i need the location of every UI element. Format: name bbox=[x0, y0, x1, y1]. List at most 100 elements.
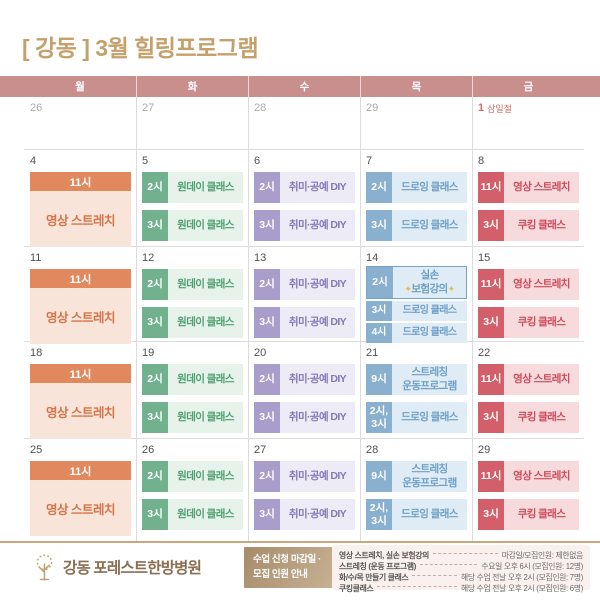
event-title: 드로잉 클래스 bbox=[392, 323, 467, 343]
event-title: 영상 스트레치 bbox=[504, 172, 579, 203]
event-title: 쿠킹 클래스 bbox=[504, 499, 579, 530]
weekday-label: 목 bbox=[360, 76, 472, 97]
note-row: 영상 스트레치, 실손 보험강의 마감일/모집인원: 제한없음 bbox=[339, 550, 583, 561]
notes-list: 영상 스트레치, 실손 보험강의 마감일/모집인원: 제한없음 스트레칭 (운동 프… bbox=[332, 545, 590, 593]
event-time: 2시 bbox=[366, 172, 392, 203]
event-title: 스트레칭 운동프로그램 bbox=[392, 461, 467, 492]
note-connector bbox=[420, 564, 478, 565]
event-block: 3시 쿠킹 클래스 bbox=[478, 307, 579, 338]
event-title: 원데이 클래스 bbox=[168, 402, 243, 433]
event-title: 드로잉 클래스 bbox=[392, 210, 467, 241]
event-block: 3시 쿠킹 클래스 bbox=[478, 402, 579, 433]
event-title: 영상 스트레치 bbox=[30, 191, 131, 247]
week-row: 26 27 28 29 1 삼일절 bbox=[24, 97, 584, 149]
day-cell: 14 2시 실손 ✦보험강의✦ 3시 드로잉 클래스 4시 드로잉 클래스 bbox=[360, 247, 472, 343]
event-title: 드로잉 클래스 bbox=[392, 172, 467, 203]
event-title: 영상 스트레치 bbox=[504, 364, 579, 395]
event-time: 3시 bbox=[142, 307, 168, 338]
event-title: 취미·공예 DIY bbox=[280, 402, 355, 433]
note-label: 화/수/목 만들기 클래스 bbox=[339, 573, 409, 582]
event-banner: 11시 영상 스트레치 bbox=[30, 269, 131, 344]
event-time: 2시 bbox=[367, 267, 393, 298]
hospital-name: 강동 포레스트한방병원 bbox=[63, 559, 202, 577]
event-banner: 11시 영상 스트레치 bbox=[30, 172, 131, 247]
note-row: 화/수/목 만들기 클래스 해당 수업 전날 오후 2시 (모집인원: 7명) bbox=[339, 572, 583, 583]
date-number: 15 bbox=[478, 252, 491, 264]
event-time: 2시 bbox=[142, 461, 168, 492]
event-block: 3시 원데이 클래스 bbox=[142, 499, 243, 530]
event-block: 11시 영상 스트레치 bbox=[478, 364, 579, 395]
event-time: 3시 bbox=[142, 210, 168, 241]
event-time: 2시 bbox=[142, 364, 168, 395]
event-time: 9시 bbox=[366, 364, 392, 395]
note-label: 쿠킹클래스 bbox=[339, 584, 374, 593]
date-number: 25 bbox=[30, 444, 43, 456]
date-number: 6 bbox=[254, 155, 261, 167]
note-value: 마감일/모집인원: 제한없음 bbox=[501, 551, 584, 560]
event-block: 2시, 3시 드로잉 클래스 bbox=[366, 402, 467, 433]
event-title: 실손 ✦보험강의✦ bbox=[393, 267, 466, 298]
date-number: 29 bbox=[478, 444, 491, 456]
event-title: 취미·공예 DIY bbox=[280, 364, 355, 395]
event-time: 3시 bbox=[142, 499, 168, 530]
event-block: 2시 취미·공예 DIY bbox=[254, 461, 355, 492]
date-number: 1 bbox=[478, 102, 485, 114]
event-title: 영상 스트레치 bbox=[30, 480, 131, 536]
day-cell: 13 2시 취미·공예 DIY 3시 취미·공예 DIY bbox=[248, 247, 360, 341]
event-title: 드로잉 클래스 bbox=[392, 499, 467, 530]
tree-logo-icon bbox=[36, 554, 53, 581]
event-block: 3시 원데이 클래스 bbox=[142, 210, 243, 241]
event-time: 2시 bbox=[142, 172, 168, 203]
event-block: 4시 드로잉 클래스 bbox=[366, 323, 467, 343]
event-block: 2시 실손 ✦보험강의✦ bbox=[366, 266, 467, 299]
event-time: 11시 bbox=[30, 269, 131, 288]
date-number: 18 bbox=[30, 347, 43, 359]
event-time: 2시 bbox=[254, 172, 280, 203]
week-row: 25 11시 영상 스트레치 26 2시 원데이 클래스 3시 원데이 클래스 27 2시 취미·공… bbox=[24, 438, 584, 541]
event-block: 9시 스트레칭 운동프로그램 bbox=[366, 364, 467, 395]
event-block: 3시 쿠킹 클래스 bbox=[478, 499, 579, 530]
event-title: 쿠킹 클래스 bbox=[504, 402, 579, 433]
day-cell: 28 bbox=[248, 97, 360, 149]
week-row: 18 11시 영상 스트레치 19 2시 원데이 클래스 3시 원데이 클래스 20 2시 취미·공… bbox=[24, 341, 584, 439]
note-label: 스트레칭 (운동 프로그램) bbox=[339, 562, 417, 571]
date-number: 14 bbox=[366, 252, 379, 264]
day-cell: 4 11시 영상 스트레치 bbox=[24, 150, 136, 247]
date-number: 20 bbox=[254, 347, 267, 359]
day-cell: 11 11시 영상 스트레치 bbox=[24, 247, 136, 344]
event-title: 원데이 클래스 bbox=[168, 499, 243, 530]
day-cell: 15 11시 영상 스트레치 3시 쿠킹 클래스 bbox=[472, 247, 584, 341]
event-block: 2시 드로잉 클래스 bbox=[366, 172, 467, 203]
date-number: 27 bbox=[254, 444, 267, 456]
event-time: 11시 bbox=[478, 269, 504, 300]
date-number: 5 bbox=[142, 155, 149, 167]
day-cell: 1 삼일절 bbox=[472, 97, 584, 149]
event-title: 원데이 클래스 bbox=[168, 461, 243, 492]
event-time: 2시 bbox=[254, 461, 280, 492]
note-value: 해당 수업 전날 오후 2시 (모집인원: 7명) bbox=[461, 573, 583, 582]
event-time: 3시 bbox=[478, 210, 504, 241]
date-number: 7 bbox=[366, 155, 373, 167]
event-time: 2시 bbox=[254, 364, 280, 395]
event-title: 드로잉 클래스 bbox=[392, 402, 467, 433]
event-time: 11시 bbox=[478, 461, 504, 492]
event-title: 취미·공예 DIY bbox=[280, 172, 355, 203]
calendar-grid: 26 27 28 29 1 삼일절 4 11시 영상 스트레치 5 2시 원데이 클래스 3시 원데이 클… bbox=[24, 97, 584, 541]
date-number: 26 bbox=[142, 444, 155, 456]
date-number: 21 bbox=[366, 347, 379, 359]
event-banner: 11시 영상 스트레치 bbox=[30, 461, 131, 536]
note-value: 수요일 오후 6시 (모집인원: 12명) bbox=[481, 562, 583, 571]
event-block: 3시 취미·공예 DIY bbox=[254, 307, 355, 338]
date-number: 19 bbox=[142, 347, 155, 359]
event-block: 3시 원데이 클래스 bbox=[142, 402, 243, 433]
event-block: 2시 원데이 클래스 bbox=[142, 269, 243, 300]
day-cell: 21 9시 스트레칭 운동프로그램 2시, 3시 드로잉 클래스 bbox=[360, 342, 472, 438]
event-block: 2시 원데이 클래스 bbox=[142, 461, 243, 492]
event-time: 3시 bbox=[366, 301, 392, 321]
event-block: 11시 영상 스트레치 bbox=[478, 269, 579, 300]
event-time: 2시, 3시 bbox=[366, 499, 392, 530]
date-number: 26 bbox=[30, 102, 43, 114]
event-title: 영상 스트레치 bbox=[504, 269, 579, 300]
event-block: 2시 원데이 클래스 bbox=[142, 364, 243, 395]
event-title: 원데이 클래스 bbox=[168, 172, 243, 203]
